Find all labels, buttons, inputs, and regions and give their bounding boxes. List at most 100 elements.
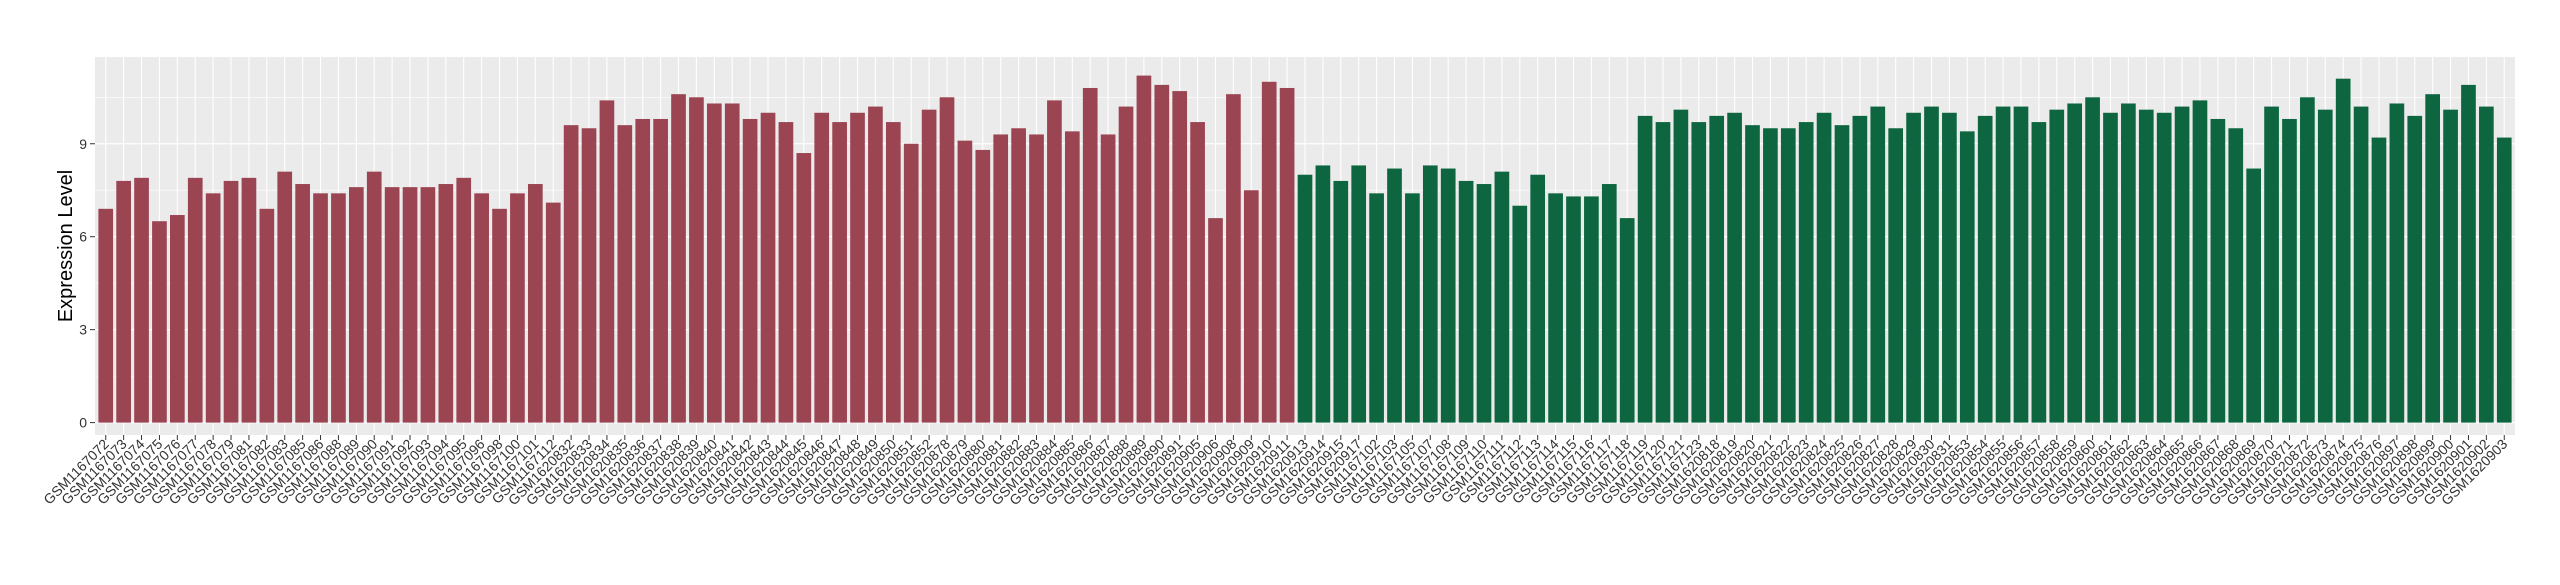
bar [1780, 128, 1796, 423]
bar [1405, 193, 1420, 423]
bar [1047, 100, 1062, 423]
bar [438, 184, 454, 423]
bar [2246, 168, 2262, 423]
bar [402, 187, 418, 423]
bar [2496, 137, 2512, 423]
bar [2407, 115, 2423, 423]
bar [796, 153, 812, 423]
bar [1136, 75, 1152, 423]
bar [814, 112, 830, 423]
bar [366, 171, 382, 423]
bar [2353, 106, 2369, 423]
bar [134, 177, 149, 423]
bar [1709, 115, 1725, 423]
bar [993, 134, 1009, 423]
bar [1261, 81, 1277, 423]
bar [2335, 78, 2351, 423]
bar [1530, 174, 1546, 423]
bar [2085, 97, 2100, 423]
bar [2425, 94, 2440, 423]
bar [1763, 128, 1778, 423]
bar [1351, 165, 1367, 423]
bar [2443, 109, 2458, 423]
bar [1172, 91, 1188, 423]
bar [724, 103, 740, 423]
bar [527, 184, 543, 423]
bar [1208, 218, 1223, 423]
y-tick-label: 0 [79, 415, 87, 431]
y-tick-label: 9 [79, 136, 87, 152]
bar [1584, 196, 1599, 423]
bar [1190, 122, 1205, 423]
bar [563, 125, 579, 423]
bar [187, 177, 203, 423]
bar [2317, 109, 2333, 423]
bar [1333, 180, 1349, 423]
bar [1691, 122, 1707, 423]
bar [2138, 109, 2154, 423]
bar [1422, 165, 1438, 423]
bar [1118, 106, 1134, 423]
bar [510, 193, 525, 423]
bar [1476, 184, 1492, 423]
bar [1226, 94, 1241, 423]
bar [2389, 103, 2405, 423]
bar [2264, 106, 2279, 423]
bar [1942, 112, 1957, 423]
bar [832, 122, 847, 423]
bar [170, 215, 185, 423]
bar [1888, 128, 1904, 423]
bar [778, 122, 794, 423]
bar [1243, 190, 1259, 423]
bar [921, 109, 937, 423]
bar [223, 180, 239, 423]
bar [152, 221, 167, 423]
bar [2461, 84, 2476, 423]
bar [2228, 128, 2244, 423]
bar [635, 118, 651, 423]
bar [1082, 87, 1098, 423]
bar [1906, 112, 1921, 423]
bar [1566, 196, 1581, 423]
bar [313, 193, 328, 423]
bar [545, 202, 561, 423]
bar [1458, 180, 1474, 423]
bar [868, 106, 883, 423]
bar [1297, 174, 1313, 423]
bar [2156, 112, 2172, 423]
bar [742, 118, 758, 423]
bar [975, 149, 991, 423]
bar [474, 193, 489, 423]
bar [1655, 122, 1671, 423]
y-axis-title: Expression Level [55, 170, 77, 322]
bar [2031, 122, 2047, 423]
bar [1959, 131, 1975, 423]
bar [760, 112, 776, 423]
bar [2067, 103, 2083, 423]
bar [1315, 165, 1331, 423]
bar [1852, 115, 1868, 423]
bar [456, 177, 472, 423]
bar [653, 118, 668, 423]
bar [957, 140, 973, 423]
bar [1029, 134, 1044, 423]
bar [277, 171, 293, 423]
y-axis-ticks: 0 3 6 9 [79, 136, 95, 431]
bar [1601, 184, 1617, 423]
bar [903, 143, 919, 423]
bar [706, 103, 722, 423]
bar [1727, 112, 1742, 423]
bar [885, 122, 901, 423]
bar [1154, 84, 1170, 423]
bar [2210, 118, 2226, 423]
bar [1494, 171, 1510, 423]
bar [492, 208, 507, 423]
bar [2371, 137, 2387, 423]
bar [1064, 131, 1080, 423]
bar [1440, 168, 1456, 423]
bar [1816, 112, 1832, 423]
bar [617, 125, 633, 423]
bar [1369, 193, 1384, 423]
bar [1100, 134, 1116, 423]
